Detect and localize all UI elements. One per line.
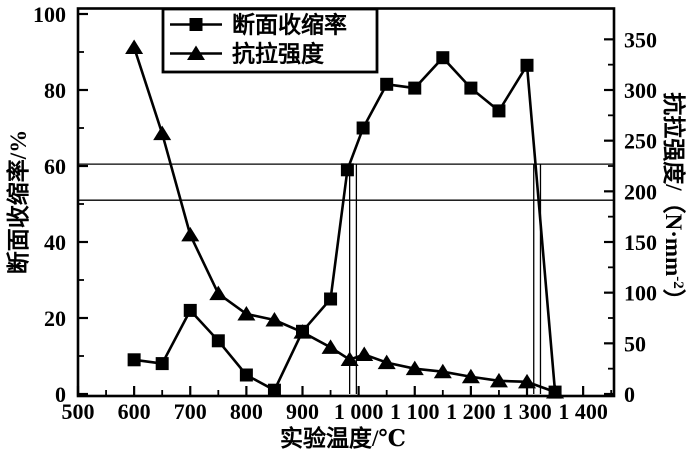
square-marker xyxy=(239,368,253,382)
legend-triangle-marker-icon xyxy=(187,45,205,60)
data-series xyxy=(125,39,565,399)
x-tick-label: 1 300 xyxy=(502,399,552,424)
right-y-tick-label: 0 xyxy=(624,382,635,407)
triangle-marker xyxy=(209,285,228,301)
x-axis-title: 实验温度/℃ xyxy=(280,425,406,451)
legend-entry-reduction: 断面收缩率 xyxy=(170,12,347,38)
triangle-marker xyxy=(546,383,565,399)
x-tick-label: 500 xyxy=(62,399,95,424)
right-y-axis-title-superscript: -2 xyxy=(670,276,686,289)
triangle-marker xyxy=(433,363,452,379)
square-marker xyxy=(356,121,370,135)
triangle-marker xyxy=(489,372,508,388)
square-marker xyxy=(267,383,281,397)
square-marker xyxy=(127,353,141,367)
right-y-tick-label: 250 xyxy=(624,129,657,154)
legend-entry-tensile: 抗拉强度 xyxy=(170,41,325,67)
series-line xyxy=(132,47,556,394)
left-y-tick-label: 40 xyxy=(44,230,66,255)
square-marker xyxy=(380,77,394,91)
right-y-axis-title-main: 抗拉强度/（N·mm xyxy=(661,92,687,276)
x-tick-label: 1 200 xyxy=(446,399,496,424)
square-marker xyxy=(324,292,338,306)
left-y-axis-title: 断面收缩率/% xyxy=(5,130,31,274)
x-tick-label: 800 xyxy=(230,399,263,424)
square-marker xyxy=(340,163,354,177)
right-y-tick-label: 150 xyxy=(624,230,657,255)
axis-tick-labels: 500 600 700 800 900 1 000 1 100 1 200 1 300 1 400… xyxy=(33,2,657,424)
triangle-marker xyxy=(518,373,537,389)
series-line xyxy=(133,55,557,393)
legend-label-tensile: 抗拉强度 xyxy=(232,41,325,67)
square-marker xyxy=(520,58,534,72)
x-tick-label: 1 100 xyxy=(390,399,440,424)
axis-ticks xyxy=(76,12,614,396)
square-marker xyxy=(492,104,506,118)
square-marker xyxy=(183,303,197,317)
left-y-tick-label: 100 xyxy=(33,2,66,27)
legend-label-reduction: 断面收缩率 xyxy=(232,12,347,38)
triangle-marker xyxy=(293,324,312,339)
right-y-tick-label: 350 xyxy=(624,27,657,52)
right-y-axis-title-close: ） xyxy=(661,289,687,312)
legend-square-marker-icon xyxy=(189,18,203,31)
right-y-tick-label: 50 xyxy=(624,331,646,356)
left-y-tick-label: 20 xyxy=(44,306,66,331)
triangle-marker xyxy=(125,39,144,54)
square-marker xyxy=(464,81,478,95)
x-tick-label: 600 xyxy=(118,399,151,424)
x-tick-label: 700 xyxy=(174,399,207,424)
triangle-marker xyxy=(340,351,359,367)
left-y-tick-label: 0 xyxy=(55,382,66,407)
square-marker xyxy=(408,81,422,95)
triangle-marker xyxy=(461,368,480,384)
right-y-tick-label: 300 xyxy=(624,78,657,103)
right-y-axis-title: 抗拉强度/（N·mm-2） xyxy=(661,92,687,312)
x-tick-label: 1 400 xyxy=(558,399,608,424)
triangle-marker xyxy=(355,346,374,361)
triangle-marker xyxy=(265,312,284,327)
triangle-marker xyxy=(237,305,256,321)
triangle-marker xyxy=(377,354,396,370)
triangle-marker xyxy=(153,125,172,141)
triangle-marker xyxy=(405,360,424,376)
square-marker xyxy=(436,51,450,65)
triangle-marker xyxy=(181,226,200,242)
legend: 断面收缩率 抗拉强度 xyxy=(161,7,379,74)
series-tensile-strength xyxy=(125,39,565,399)
right-y-tick-label: 200 xyxy=(624,179,657,204)
left-y-tick-label: 80 xyxy=(44,78,66,103)
series-reduction-of-area xyxy=(127,51,562,399)
triangle-marker xyxy=(321,339,340,354)
left-y-tick-label: 60 xyxy=(44,154,66,179)
right-y-tick-label: 100 xyxy=(624,281,657,306)
x-tick-label: 900 xyxy=(286,399,319,424)
square-marker xyxy=(211,334,225,348)
x-tick-label: 1 000 xyxy=(334,399,384,424)
square-marker xyxy=(155,357,169,371)
